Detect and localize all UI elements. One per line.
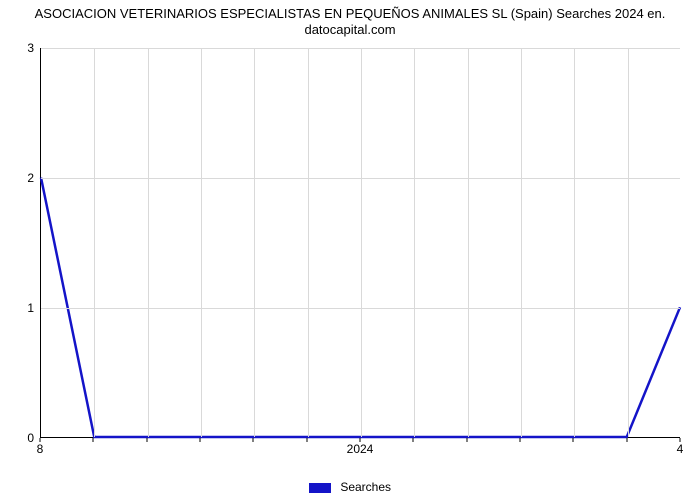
y-tick-label: 3 [0,41,34,55]
y-tick-label: 2 [0,171,34,185]
gridline-v [254,48,255,437]
x-tick-mark [253,438,254,442]
gridline-v [521,48,522,437]
x-tick-mark [146,438,147,442]
x-tick-mark [413,438,414,442]
x-center-label: 2024 [347,442,374,456]
gridline-v [201,48,202,437]
y-tick-label: 1 [0,301,34,315]
x-tick-mark [626,438,627,442]
x-tick-mark [520,438,521,442]
x-tick-mark [466,438,467,442]
gridline-v [148,48,149,437]
gridline-v [94,48,95,437]
chart-title: ASOCIACION VETERINARIOS ESPECIALISTAS EN… [0,6,700,39]
gridline-v [574,48,575,437]
x-tick-mark [573,438,574,442]
x-tick-mark [200,438,201,442]
x-left-label: 8 [37,442,44,456]
x-tick-mark [93,438,94,442]
gridline-v [308,48,309,437]
gridline-v [361,48,362,437]
chart-container: ASOCIACION VETERINARIOS ESPECIALISTAS EN… [0,0,700,500]
legend-label: Searches [340,480,391,494]
y-tick-label: 0 [0,431,34,445]
gridline-v [628,48,629,437]
gridline-v [468,48,469,437]
legend: Searches [0,480,700,494]
chart-title-line2: datocapital.com [304,22,395,37]
plot-area [40,48,680,438]
x-tick-mark [306,438,307,442]
chart-title-line1: ASOCIACION VETERINARIOS ESPECIALISTAS EN… [35,6,666,21]
legend-swatch [309,483,331,493]
gridline-v [414,48,415,437]
x-right-label: 4 [677,442,684,456]
